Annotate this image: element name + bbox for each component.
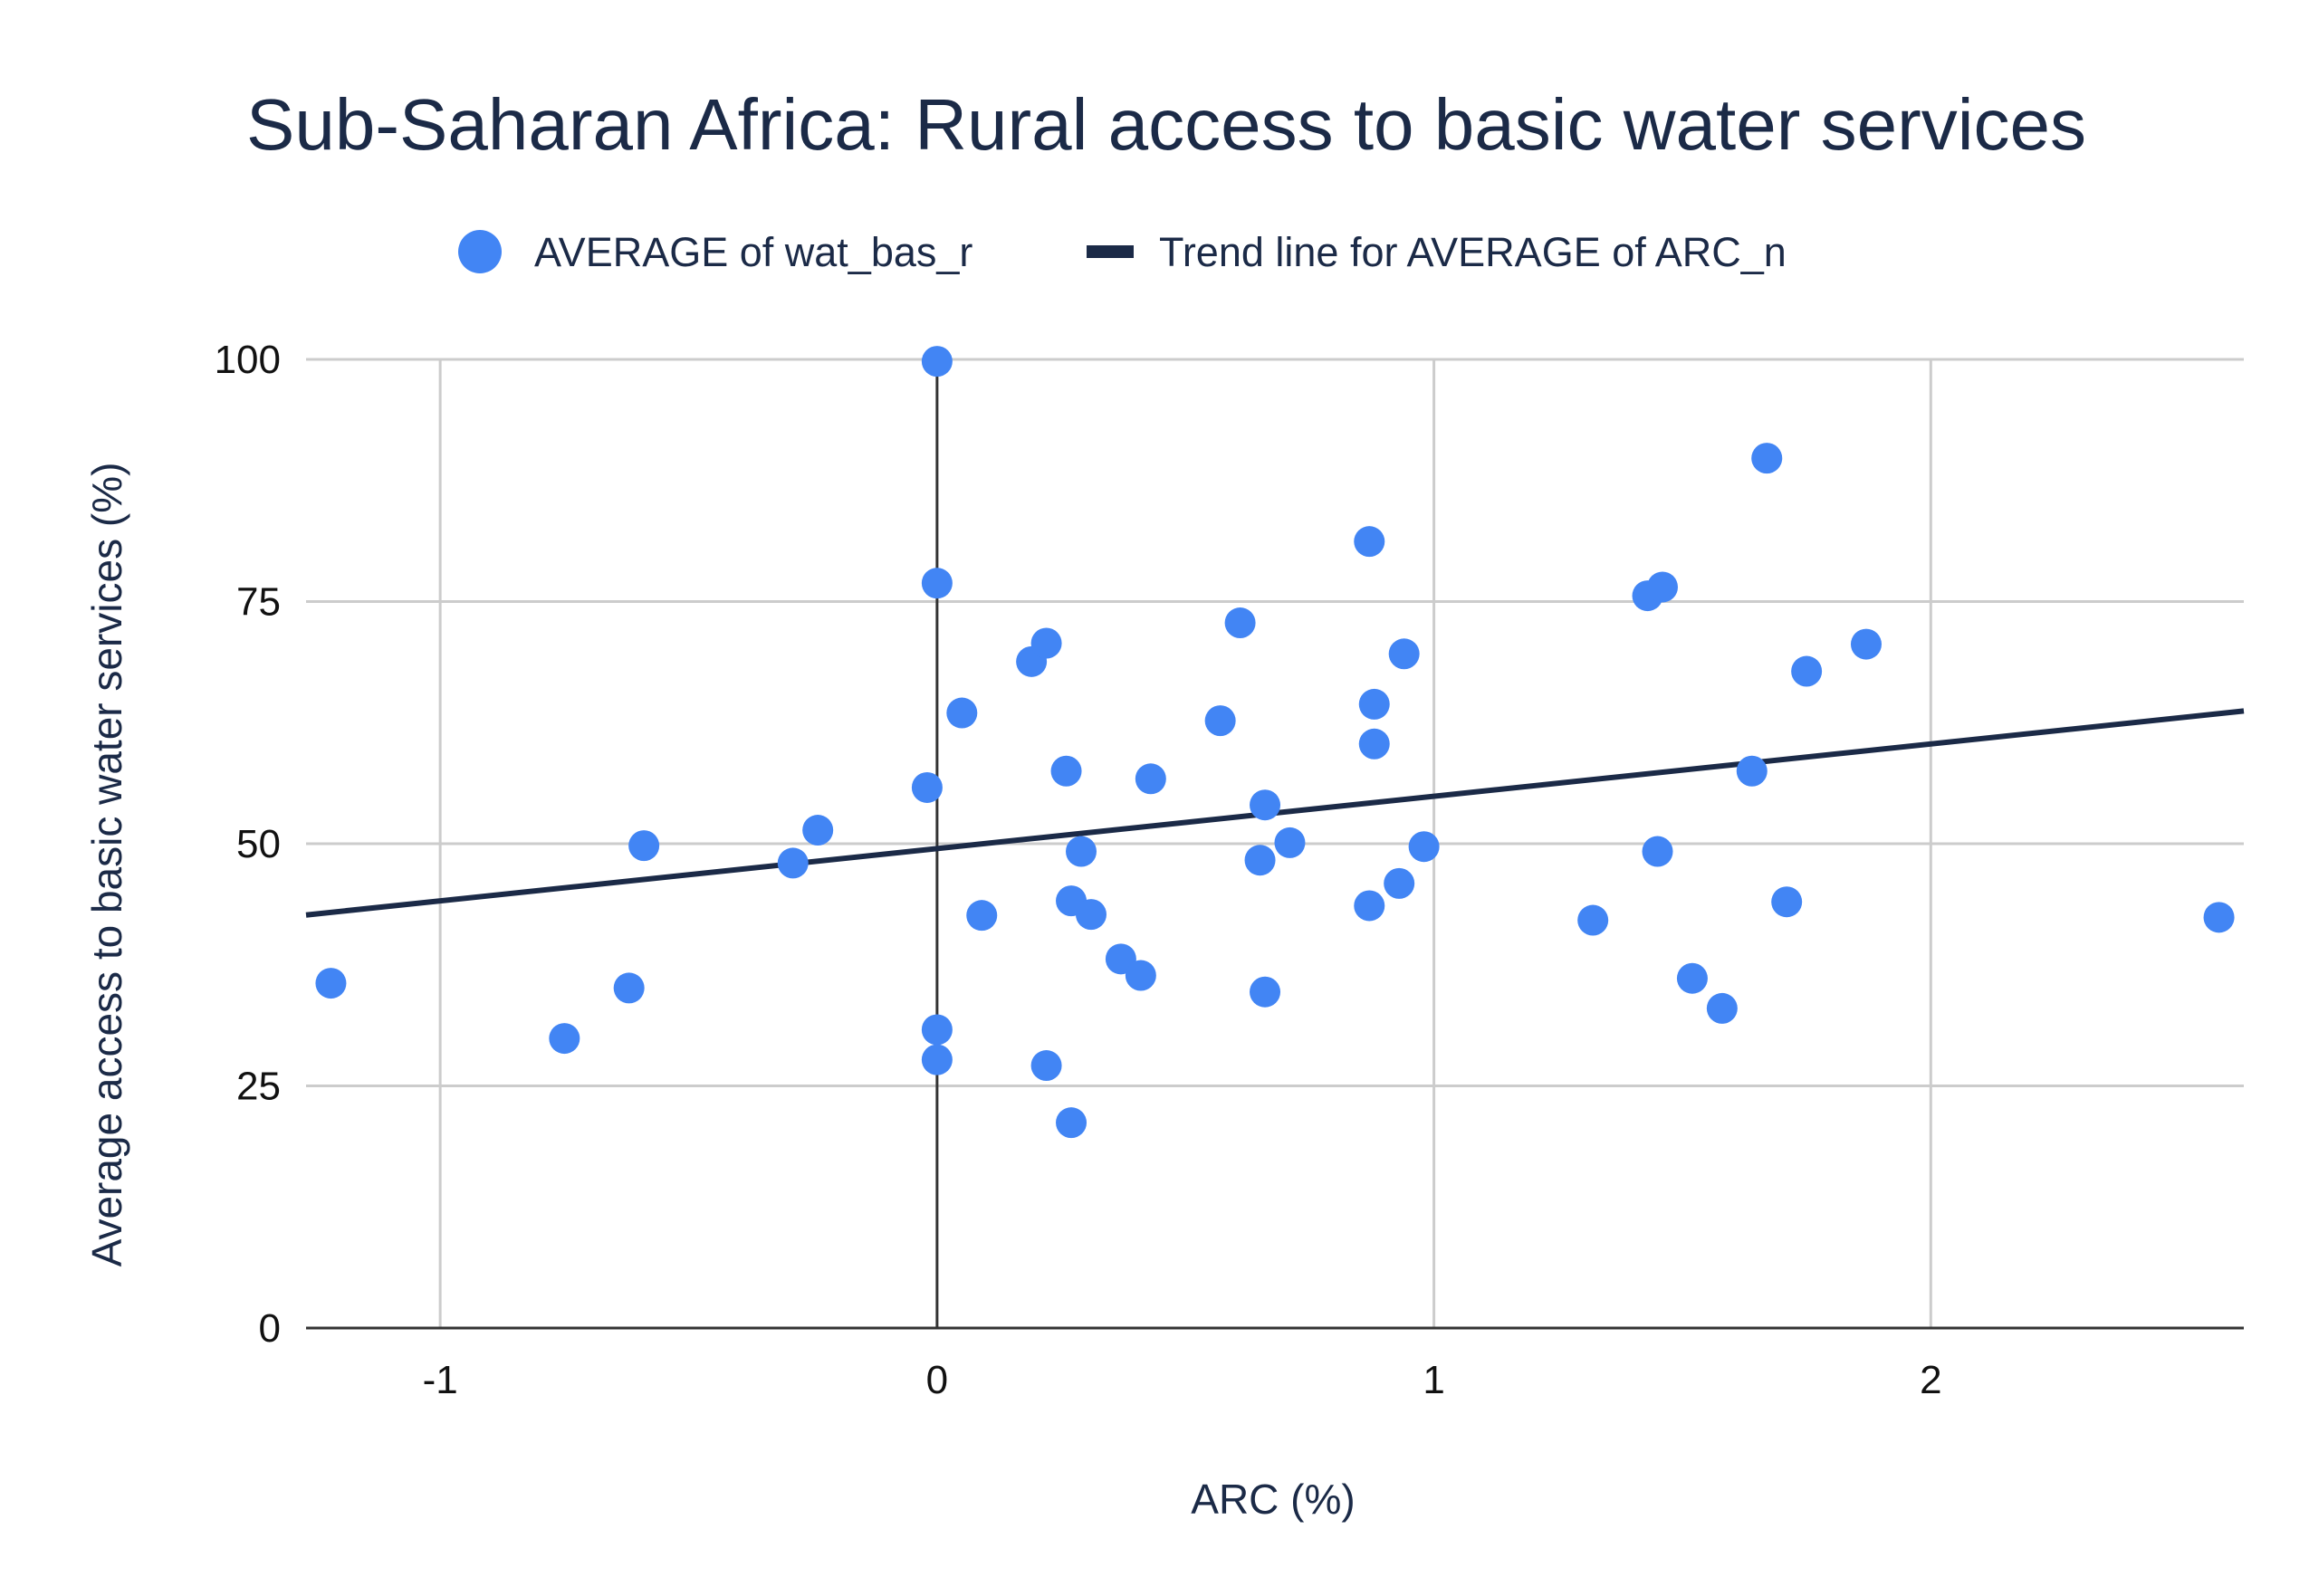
data-point [2203,902,2235,933]
data-point [1066,836,1097,867]
data-point [1204,705,1236,737]
data-point [1075,899,1107,931]
data-point [1408,831,1440,863]
data-point [966,900,998,932]
data-point [1791,655,1823,687]
y-tick-label: 50 [236,822,281,866]
data-point [1135,763,1166,795]
data-point [1358,728,1390,760]
x-tick-label: 0 [926,1358,948,1402]
legend-label-points: AVERAGE of wat_bas_r [534,229,972,275]
data-point [613,972,645,1004]
x-tick-label: 2 [1920,1358,1941,1402]
data-point [1771,886,1803,918]
data-point [1642,836,1673,867]
data-point [1274,827,1306,858]
x-tick-label: -1 [423,1358,458,1402]
y-tick-label: 75 [236,580,281,625]
tick-labels: 0 25 50 75 100 -1 0 1 2 [215,338,1942,1402]
data-point [1706,992,1738,1024]
data-point [921,1044,953,1075]
y-axis-label: Average access to basic water services (… [83,463,130,1267]
data-point [1354,890,1385,922]
data-point [1388,638,1420,670]
data-point [1358,688,1390,720]
data-point [315,968,347,999]
legend-label-trendline: Trend line for AVERAGE of ARC_n [1159,229,1787,275]
data-point [628,830,660,862]
y-tick-label: 25 [236,1065,281,1109]
data-point [1050,755,1082,787]
data-point [921,346,953,377]
y-tick-label: 0 [259,1306,281,1351]
gridlines [306,358,2244,1328]
data-point [1030,1050,1062,1082]
data-point [1354,526,1385,558]
data-point [946,697,978,729]
data-point [802,815,834,846]
data-point [1244,845,1276,876]
data-point [1250,789,1281,821]
legend-marker-points [458,230,502,273]
legend: AVERAGE of wat_bas_r Trend line for AVER… [458,229,1787,275]
data-point [921,568,953,599]
data-point [1030,627,1062,659]
legend-marker-trendline [1087,245,1134,258]
y-tick-label: 100 [215,338,281,382]
axes [306,359,2244,1330]
data-point [1224,607,1256,639]
data-point [777,847,809,879]
data-point [911,771,943,803]
data-point [1384,867,1415,899]
data-point [1751,443,1783,474]
x-tick-label: 1 [1423,1358,1444,1402]
data-point [1125,960,1156,991]
data-point [1850,628,1882,660]
chart-title: Sub-Saharan Africa: Rural access to basi… [246,84,2086,165]
data-point [549,1023,580,1055]
x-axis-label: ARC (%) [1191,1476,1355,1523]
data-point [1647,571,1678,603]
data-point [921,1014,953,1046]
data-point [1250,976,1281,1008]
data-point [1577,904,1609,936]
data-points [315,346,2235,1139]
data-point [1736,755,1768,787]
data-point [1676,962,1708,994]
data-point [1056,1107,1087,1139]
